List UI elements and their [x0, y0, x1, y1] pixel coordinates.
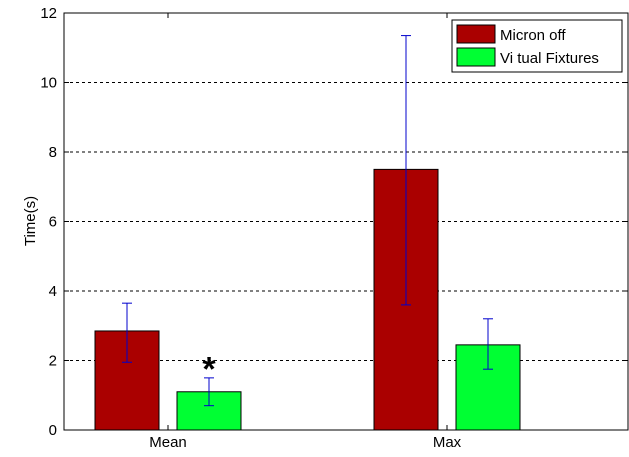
x-tick-label: Max — [433, 434, 462, 451]
plot-frame — [63, 12, 629, 431]
legend-swatch — [456, 24, 496, 44]
y-axis-label: Time(s) — [22, 196, 39, 246]
legend-label: Vi tual Fixtures — [500, 50, 599, 67]
y-tick-label: 12 — [40, 5, 57, 22]
y-tick-label: 10 — [40, 75, 57, 92]
y-tick-label: 4 — [49, 283, 57, 300]
y-tick-label: 0 — [49, 422, 57, 439]
axes-layer: Mean Max 0 2 4 6 8 10 12 — [40, 5, 629, 451]
y-tick-label: 8 — [49, 144, 57, 161]
legend-swatch — [456, 47, 496, 67]
bars-layer — [94, 168, 521, 431]
grid-layer — [64, 82, 628, 361]
significance-marker: * — [202, 351, 216, 389]
legend: Micron off Vi tual Fixtures — [451, 19, 623, 73]
y-tick-label: 2 — [49, 353, 57, 370]
x-tick-label: Mean — [149, 434, 187, 451]
y-tick-label: 6 — [49, 214, 57, 231]
annotations-layer: * — [202, 351, 216, 389]
error-bars-layer — [122, 35, 493, 407]
legend-label: Micron off — [500, 27, 566, 44]
